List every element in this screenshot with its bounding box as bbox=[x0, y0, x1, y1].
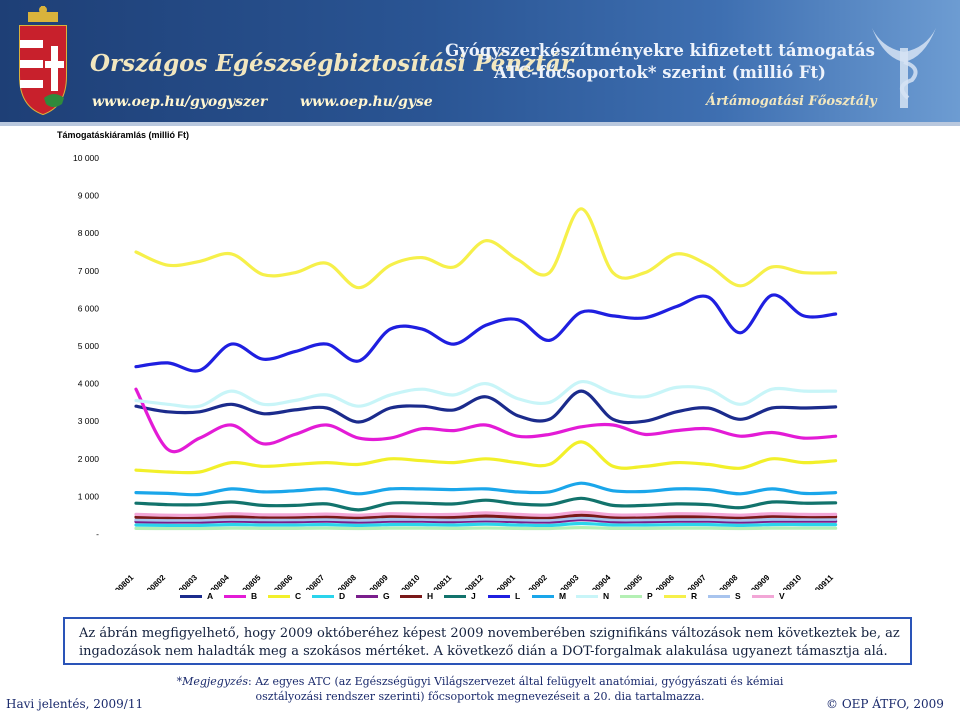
legend-swatch bbox=[356, 595, 378, 598]
legend-swatch bbox=[532, 595, 554, 598]
x-tick-label: 200810 bbox=[396, 573, 422, 590]
y-tick-label: 1 000 bbox=[78, 491, 100, 501]
legend-swatch bbox=[664, 595, 686, 598]
banner-stripe bbox=[0, 122, 960, 126]
hungarian-crest-icon bbox=[19, 6, 67, 116]
legend-swatch bbox=[400, 595, 422, 598]
legend-label: L bbox=[515, 591, 521, 601]
header-banner: Országos Egészségbiztosítási Pénztár www… bbox=[0, 0, 960, 122]
legend-label: J bbox=[471, 591, 476, 601]
legend-label: S bbox=[735, 591, 741, 601]
x-tick-label: 200807 bbox=[301, 573, 327, 590]
x-tick-label: 200809 bbox=[365, 573, 391, 590]
y-tick-label: 6 000 bbox=[78, 303, 100, 313]
y-tick-label: 7 000 bbox=[78, 266, 100, 276]
x-tick-label: 200802 bbox=[142, 573, 168, 590]
y-tick-label: 9 000 bbox=[78, 191, 100, 201]
series-line-M bbox=[134, 481, 838, 497]
legend-swatch bbox=[224, 595, 246, 598]
report-period: Havi jelentés, 2009/11 bbox=[6, 697, 144, 711]
oep-emblem-icon bbox=[872, 28, 936, 108]
footnote-label: *Megjegyzés bbox=[176, 675, 249, 688]
legend-label: P bbox=[647, 591, 653, 601]
legend-label: G bbox=[383, 591, 390, 601]
series-line-C bbox=[134, 440, 838, 475]
slide-title: Gyógyszerkészítményekre kifizetett támog… bbox=[440, 40, 880, 84]
x-tick-label: 200804 bbox=[206, 573, 232, 590]
series-line-G bbox=[134, 518, 838, 524]
y-tick-label: 5 000 bbox=[78, 341, 100, 351]
x-tick-label: 200911 bbox=[810, 573, 835, 590]
legend-swatch bbox=[752, 595, 774, 598]
legend-swatch bbox=[488, 595, 510, 598]
legend-swatch bbox=[268, 595, 290, 598]
y-tick-label: 8 000 bbox=[78, 228, 100, 238]
department-name: Ártámogatási Főosztály bbox=[706, 94, 877, 109]
series-line-D bbox=[134, 521, 838, 528]
legend-label: A bbox=[207, 591, 214, 601]
legend-swatch bbox=[180, 595, 202, 598]
copyright: © OEP ÁTFO, 2009 bbox=[826, 697, 944, 711]
legend-swatch bbox=[708, 595, 730, 598]
slide-title-line2: ATC-főcsoportok* szerint (millió Ft) bbox=[494, 63, 826, 82]
x-tick-label: 200905 bbox=[619, 573, 645, 590]
slide-title-line1: Gyógyszerkészítményekre kifizetett támog… bbox=[445, 41, 875, 60]
y-tick-label: - bbox=[96, 529, 99, 539]
y-tick-label: 4 000 bbox=[78, 379, 100, 389]
legend-label: R bbox=[691, 591, 698, 601]
series-line-L bbox=[134, 293, 838, 373]
legend-swatch bbox=[444, 595, 466, 598]
x-tick-label: 200805 bbox=[237, 573, 263, 590]
legend-swatch bbox=[620, 595, 642, 598]
legend-label: M bbox=[559, 591, 567, 601]
series-line-A bbox=[134, 389, 838, 425]
y-tick-label: 2 000 bbox=[78, 454, 100, 464]
series-line-B bbox=[134, 387, 838, 454]
x-tick-label: 200803 bbox=[174, 573, 200, 590]
y-tick-label: 3 000 bbox=[78, 416, 100, 426]
x-tick-label: 200811 bbox=[428, 573, 453, 590]
x-tick-label: 200808 bbox=[333, 573, 359, 590]
note-box: Az ábrán megfigyelhető, hogy 2009 októbe… bbox=[63, 617, 912, 665]
footnote: *Megjegyzés: Az egyes ATC (az Egészségüg… bbox=[150, 674, 810, 704]
series-line-V bbox=[134, 510, 838, 517]
chart-title: Támogatáskiáramlás (millió Ft) bbox=[57, 130, 190, 140]
x-tick-label: 200910 bbox=[778, 573, 804, 590]
legend-label: B bbox=[251, 591, 258, 601]
footnote-text: : Az egyes ATC (az Egészségügyi Világsze… bbox=[248, 675, 784, 703]
x-tick-label: 200903 bbox=[555, 573, 581, 590]
series-line-N bbox=[134, 380, 838, 409]
series-line-P bbox=[134, 526, 838, 531]
x-tick-label: 200904 bbox=[587, 573, 613, 590]
series-line-J bbox=[134, 496, 838, 512]
legend-label: H bbox=[427, 591, 434, 601]
x-tick-label: 200908 bbox=[714, 573, 740, 590]
series-line-S bbox=[134, 516, 838, 522]
x-tick-label: 200812 bbox=[460, 573, 486, 590]
x-tick-label: 200906 bbox=[651, 573, 677, 590]
legend-label: D bbox=[339, 591, 346, 601]
x-tick-label: 200902 bbox=[524, 573, 550, 590]
legend-label: C bbox=[295, 591, 302, 601]
org-name: Országos Egészségbiztosítási Pénztár bbox=[90, 50, 573, 77]
x-tick-label: 200806 bbox=[269, 573, 295, 590]
series-line-H bbox=[134, 513, 838, 520]
legend-swatch bbox=[576, 595, 598, 598]
x-tick-label: 200801 bbox=[110, 573, 136, 590]
x-tick-label: 200909 bbox=[746, 573, 772, 590]
legend-swatch bbox=[312, 595, 334, 598]
legend-label: V bbox=[779, 591, 785, 601]
url-gyse-link[interactable]: www.oep.hu/gyse bbox=[300, 94, 433, 110]
series-line-R bbox=[134, 207, 838, 290]
x-tick-label: 200907 bbox=[683, 573, 709, 590]
line-chart: - 1 000 2 000 3 000 4 000 5 000 6 000 7 000 8 00… bbox=[73, 153, 838, 590]
url-gyogyszer-link[interactable]: www.oep.hu/gyogyszer bbox=[92, 94, 268, 110]
x-tick-label: 200901 bbox=[492, 573, 518, 590]
legend-label: N bbox=[603, 591, 610, 601]
y-tick-label: 10 000 bbox=[73, 153, 99, 163]
